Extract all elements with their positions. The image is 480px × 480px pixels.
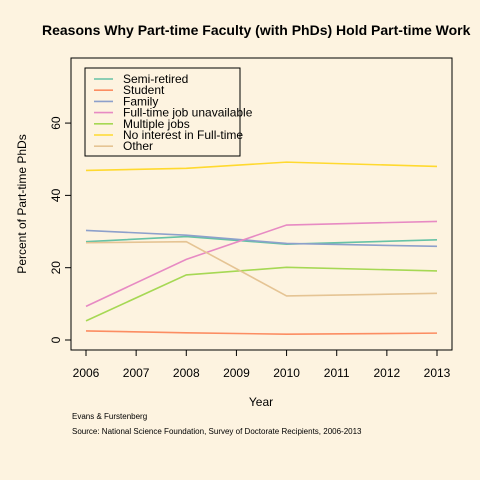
series-line-4 [85,266,438,322]
y-tick-label: 0 [49,336,63,343]
chart-title: Reasons Why Part-time Faculty (with PhDs… [42,22,471,38]
y-axis-label: Percent of Part-time PhDs [15,134,29,273]
x-tick-label: 2010 [273,366,300,380]
legend-entry: Multiple jobs [123,117,190,131]
legend-entry: No interest in Full-time [123,128,243,142]
source-note: Source: National Science Foundation, Sur… [72,427,362,436]
legend-entry: Full-time job unavailable [123,106,253,120]
legend-entry: Student [123,83,165,97]
legend-entry: Family [123,94,158,108]
y-tick-label: 20 [49,261,63,275]
author-note: Evans & Furstenberg [72,412,147,421]
legend-entry: Other [123,139,153,153]
y-tick-label: 60 [49,116,63,130]
y-axis: 0 20 40 60 [49,116,71,343]
series-line-0 [85,235,438,245]
series-line-5 [85,161,438,172]
x-axis-label: Year [249,395,273,409]
x-tick-label: 2013 [424,366,451,380]
series-lines [85,161,438,336]
x-tick-label: 2006 [73,366,100,380]
y-tick-label: 40 [49,188,63,202]
x-tick-label: 2008 [173,366,200,380]
x-axis: 2006 2007 2008 2009 2010 2011 2012 2013 [73,350,451,380]
series-line-1 [85,330,438,336]
series-line-3 [85,220,438,308]
plot-frame [70,57,453,351]
x-tick-label: 2009 [223,366,250,380]
x-tick-label: 2012 [374,366,401,380]
legend-entry: Semi-retired [123,72,188,86]
x-tick-label: 2007 [123,366,150,380]
series-line-6 [85,240,438,297]
series-line-2 [85,229,438,248]
x-tick-label: 2011 [324,366,350,380]
